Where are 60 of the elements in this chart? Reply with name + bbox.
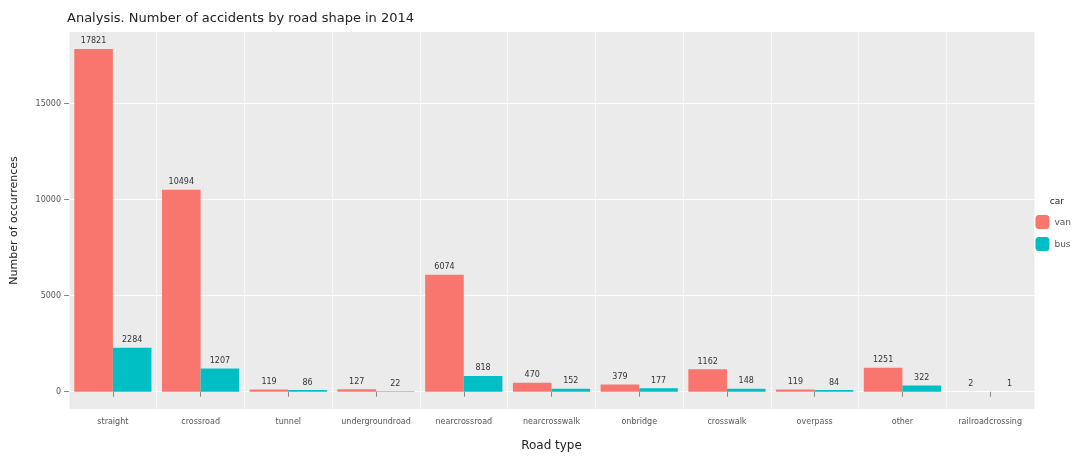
- y-tick-label: 10000: [35, 194, 61, 204]
- data-label: 119: [261, 376, 277, 386]
- data-label: 1: [1006, 379, 1012, 389]
- data-label: 84: [828, 377, 840, 387]
- data-label: 322: [914, 373, 930, 382]
- x-tick-label: overpass: [796, 416, 833, 426]
- y-tick-label: 5000: [40, 291, 61, 301]
- x-tick-label: nearcrossroad: [435, 416, 493, 426]
- bar: [425, 274, 464, 392]
- bar: [337, 389, 377, 392]
- bar: [600, 384, 640, 392]
- bar: [863, 367, 903, 392]
- bar: [726, 388, 766, 392]
- bar: [551, 388, 591, 392]
- data-label: 6074: [434, 262, 455, 272]
- y-tick-label: 15000: [35, 98, 61, 108]
- bar: [112, 347, 152, 392]
- x-tick-label: tunnel: [275, 416, 302, 426]
- legend-label: bus: [1054, 239, 1071, 249]
- y-axis-title: Number of occurrences: [7, 156, 20, 285]
- bar: [463, 375, 503, 392]
- bar: [512, 382, 552, 392]
- x-tick-label: onbridge: [621, 416, 658, 426]
- data-label: 379: [612, 371, 628, 381]
- y-tick-label: 0: [55, 387, 61, 397]
- bar: [249, 389, 289, 392]
- data-label: 1251: [872, 355, 894, 365]
- x-tick-label: crosswalk: [707, 416, 747, 426]
- x-tick-label: straight: [97, 416, 129, 426]
- data-label: 177: [650, 375, 667, 385]
- data-label: 152: [563, 376, 579, 386]
- data-label: 2: [968, 379, 974, 389]
- legend-title: car: [1049, 195, 1065, 206]
- bar: [161, 189, 201, 392]
- x-tick-label: crossroad: [181, 416, 220, 426]
- data-label: 470: [524, 370, 540, 380]
- x-tick-label: railroadcrossing: [958, 416, 1023, 426]
- data-label: 17821: [80, 36, 107, 46]
- bar: [688, 369, 727, 392]
- bar: [74, 48, 113, 392]
- legend-label: van: [1054, 217, 1071, 227]
- data-label: 127: [349, 376, 365, 386]
- bar: [902, 385, 942, 392]
- bar: [639, 388, 678, 392]
- chart-title: Analysis. Number of accidents by road shape in 2014: [67, 10, 415, 25]
- x-axis-title: Road type: [521, 438, 582, 452]
- data-label: 148: [738, 376, 754, 386]
- data-label: 2284: [121, 335, 143, 345]
- data-label: 86: [302, 377, 313, 387]
- data-label: 1207: [209, 355, 231, 365]
- bar: [200, 368, 240, 392]
- x-tick-label: undergroundroad: [341, 416, 411, 426]
- bar: [776, 389, 815, 392]
- data-label: 22: [390, 378, 401, 388]
- data-label: 119: [787, 376, 804, 386]
- x-tick-label: nearcrosswalk: [522, 416, 581, 426]
- data-label: 10494: [168, 177, 195, 187]
- x-tick-label: other: [891, 416, 914, 426]
- data-label: 1162: [697, 356, 718, 366]
- data-label: 818: [475, 363, 491, 373]
